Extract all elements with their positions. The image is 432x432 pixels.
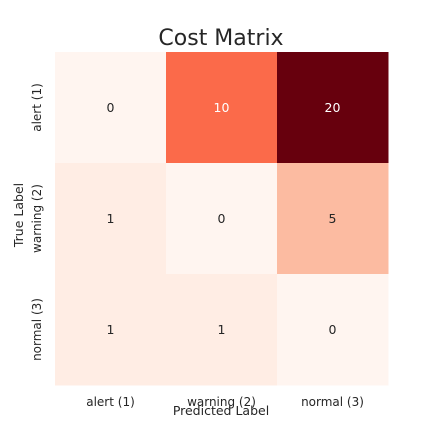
y-tick-labels: alert (1) warning (2) normal (3) xyxy=(30,83,44,361)
cell-value-r3-c3: 0 xyxy=(329,322,337,337)
cell-value-r3-c1: 1 xyxy=(107,322,115,337)
heatmap-cell-r1-c2 xyxy=(166,52,278,164)
cell-value-r1-c1: 0 xyxy=(107,100,115,115)
cell-value-r2-c3: 5 xyxy=(329,211,337,226)
chart-title: Cost Matrix xyxy=(158,26,283,51)
y-tick-label-3: normal (3) xyxy=(30,298,44,361)
x-axis-label: Predicted Label xyxy=(173,403,269,418)
heatmap-cell-r1-c1 xyxy=(55,52,167,164)
heatmap-cell-r3-c2 xyxy=(166,274,278,386)
x-tick-label-1: alert (1) xyxy=(86,395,135,409)
heatmap-cell-r3-c1 xyxy=(55,274,167,386)
x-tick-labels: alert (1) warning (2) normal (3) xyxy=(86,395,364,409)
y-axis-label: True Label xyxy=(11,183,26,248)
cell-value-r1-c3: 20 xyxy=(325,100,341,115)
heatmap-cell-r2-c1 xyxy=(55,163,167,275)
heatmap-cell-r3-c3 xyxy=(277,274,389,386)
cell-value-r2-c2: 0 xyxy=(218,211,226,226)
cell-value-r3-c2: 1 xyxy=(218,322,226,337)
x-tick-label-2: warning (2) xyxy=(187,395,256,409)
cell-value-r1-c2: 10 xyxy=(214,100,230,115)
heatmap-cell-r2-c3 xyxy=(277,163,389,275)
cell-value-r2-c1: 1 xyxy=(107,211,115,226)
heatmap-cells: 0 10 201 0 51 1 0 xyxy=(55,52,389,386)
y-tick-label-1: alert (1) xyxy=(30,83,44,132)
heatmap-cell-r2-c2 xyxy=(166,163,278,275)
x-tick-label-3: normal (3) xyxy=(301,395,364,409)
heatmap-cell-r1-c3 xyxy=(277,52,389,164)
y-tick-label-2: warning (2) xyxy=(30,184,44,253)
